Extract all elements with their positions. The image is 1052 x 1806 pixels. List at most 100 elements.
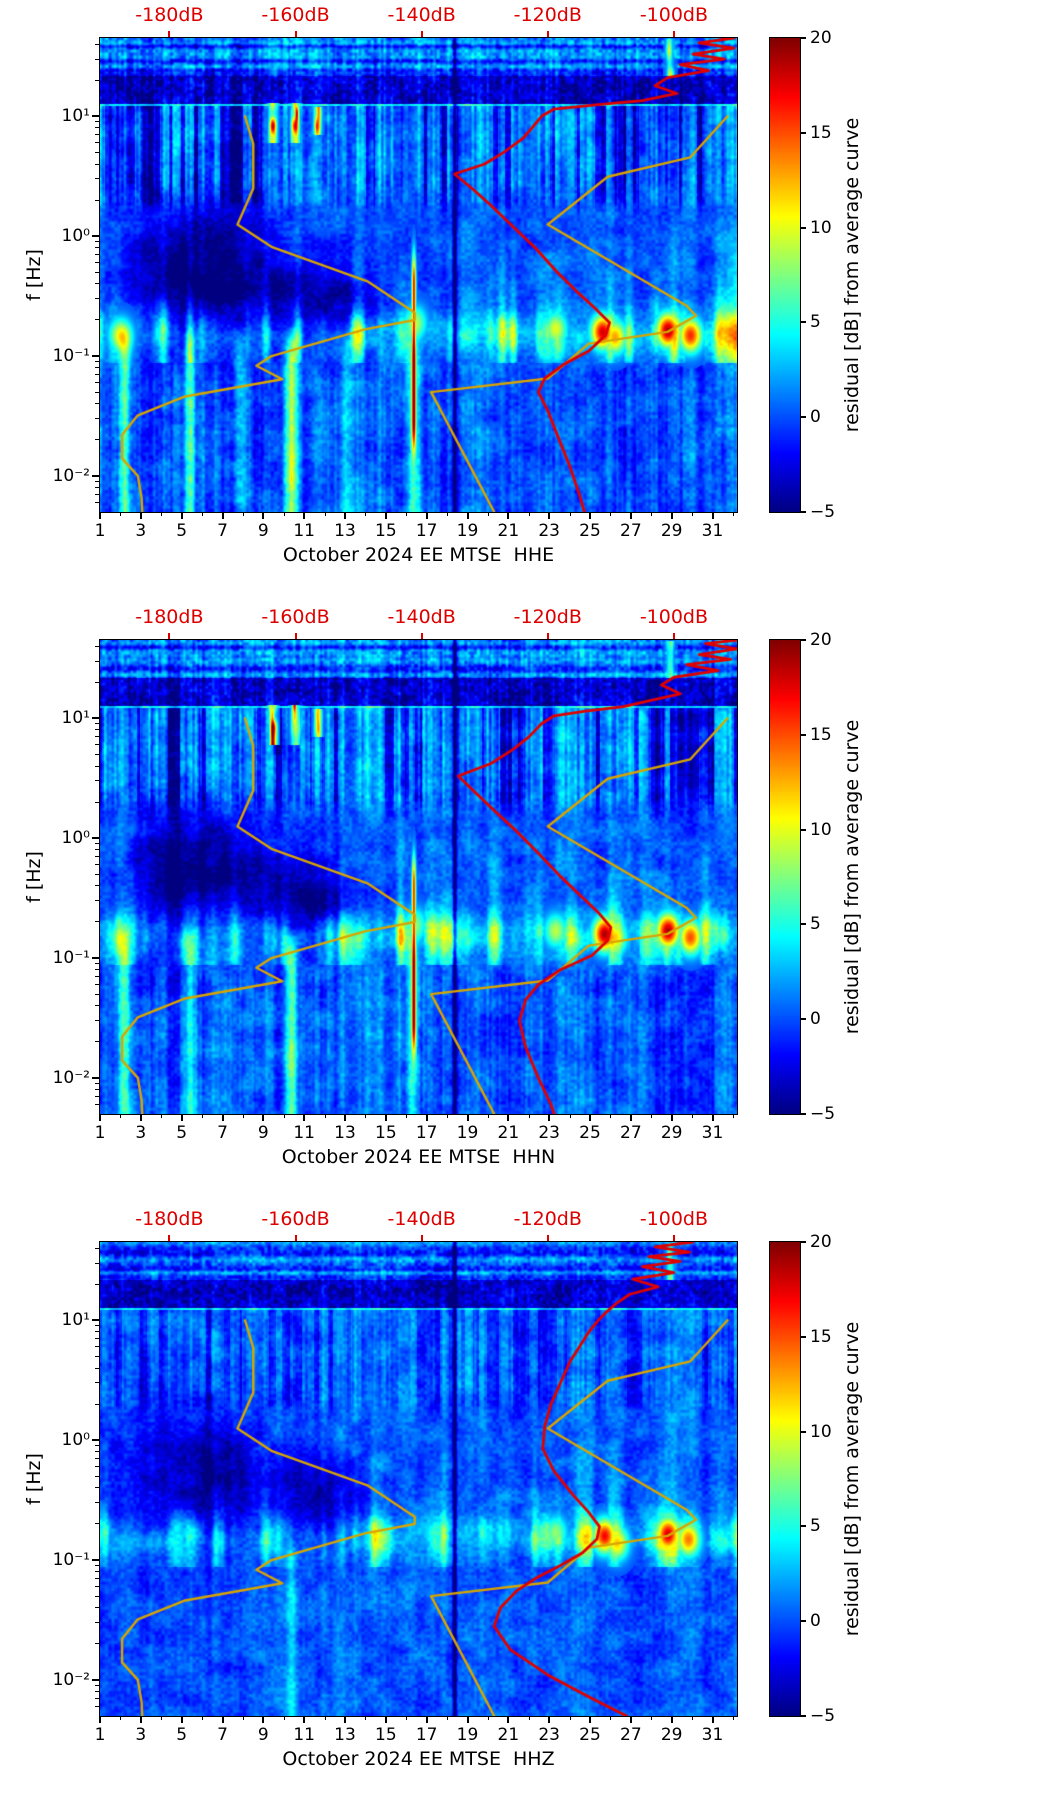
x-tick-label: 23: [538, 1725, 560, 1745]
y-minor-tick: [95, 1089, 99, 1091]
y-minor-tick: [95, 681, 99, 683]
y-minor-tick: [95, 151, 99, 153]
y-minor-tick: [95, 1104, 99, 1105]
x-minor-tick: [406, 1716, 408, 1720]
y-minor-tick: [95, 849, 99, 851]
x-minor-tick: [569, 512, 571, 516]
x-tick-label: 15: [375, 521, 397, 541]
x-minor-tick: [365, 512, 367, 516]
x-tick-label: 19: [456, 1123, 479, 1143]
y-major-tick: [92, 957, 99, 960]
x-minor-tick: [324, 512, 326, 516]
top-axis-db-label: -100dB: [639, 1208, 709, 1230]
x-major-tick: [711, 1114, 714, 1121]
y-minor-tick: [95, 319, 99, 321]
y-minor-tick: [95, 1346, 99, 1348]
colorbar-tick-label: 10: [810, 1421, 832, 1442]
x-minor-tick: [610, 1716, 612, 1720]
y-tick-label: 10¹: [61, 708, 90, 729]
x-minor-tick: [487, 512, 489, 516]
x-major-tick: [548, 512, 551, 519]
x-minor-tick: [732, 1114, 734, 1118]
y-minor-tick: [95, 178, 99, 180]
y-minor-tick: [95, 254, 99, 256]
y-minor-tick: [95, 801, 99, 803]
plot-frame: [99, 37, 738, 513]
y-minor-tick: [95, 1403, 99, 1405]
x-major-tick: [139, 512, 142, 519]
y-minor-tick: [95, 283, 99, 285]
colorbar-tick-label: 0: [810, 407, 821, 428]
colorbar-tick: [800, 1113, 806, 1115]
x-minor-tick: [324, 1716, 326, 1720]
x-tick-label: 9: [257, 1123, 269, 1143]
y-minor-tick: [95, 984, 99, 986]
x-major-tick: [262, 1114, 265, 1121]
y-minor-tick: [95, 1338, 99, 1340]
y-minor-tick: [95, 963, 99, 965]
y-minor-tick: [95, 439, 99, 441]
top-axis-db-label: -140dB: [387, 1208, 456, 1230]
top-axis-tick: [546, 633, 549, 639]
x-major-tick: [262, 1716, 265, 1723]
x-minor-tick: [692, 512, 694, 516]
plot-frame: [99, 639, 738, 1115]
y-minor-tick: [95, 199, 99, 201]
x-minor-tick: [487, 1114, 489, 1118]
x-tick-label: 3: [135, 521, 147, 541]
x-tick-label: 31: [701, 1725, 724, 1745]
x-minor-tick: [283, 1716, 285, 1720]
y-axis-label: f [Hz]: [23, 249, 45, 301]
y-minor-tick: [95, 262, 99, 264]
x-minor-tick: [651, 512, 653, 516]
x-minor-tick: [610, 1114, 612, 1118]
y-minor-tick: [95, 1595, 99, 1597]
y-minor-tick: [95, 873, 99, 875]
x-major-tick: [180, 1716, 183, 1723]
y-axis-label: f [Hz]: [23, 1453, 45, 1505]
colorbar-tick: [800, 511, 806, 513]
x-axis-label: October 2024 EE MTSE HHE: [282, 544, 555, 566]
x-tick-label: 17: [415, 1123, 438, 1143]
top-axis-db-label: -120dB: [513, 606, 582, 628]
top-axis-db-label: -180dB: [135, 4, 204, 26]
x-tick-label: 15: [375, 1123, 397, 1143]
top-axis-tick: [420, 31, 423, 37]
top-axis-db-label: -160dB: [261, 1208, 330, 1230]
spectrogram-canvas: [100, 1242, 737, 1716]
top-axis-tick: [168, 1235, 171, 1241]
x-minor-tick: [692, 1114, 694, 1118]
y-minor-tick: [95, 163, 99, 165]
colorbar-tick-label: 0: [810, 1611, 821, 1632]
x-minor-tick: [528, 1716, 530, 1720]
x-axis-label: October 2024 EE MTSE HHZ: [282, 1748, 555, 1770]
x-tick-label: 21: [497, 1123, 520, 1143]
y-minor-tick: [95, 1502, 99, 1504]
y-tick-label: 10⁻¹: [52, 948, 90, 969]
x-tick-label: 7: [217, 1123, 228, 1143]
x-major-tick: [384, 1114, 387, 1121]
x-minor-tick: [732, 1716, 734, 1720]
y-minor-tick: [95, 1355, 99, 1357]
x-tick-label: 17: [415, 521, 438, 541]
x-major-tick: [344, 1716, 346, 1723]
y-minor-tick: [95, 1622, 99, 1624]
y-minor-tick: [95, 1466, 99, 1468]
top-axis-tick: [420, 633, 423, 639]
plot-frame: [99, 1241, 738, 1717]
y-tick-label: 10⁻²: [52, 1067, 90, 1088]
x-minor-tick: [528, 512, 530, 516]
y-minor-tick: [95, 79, 99, 81]
y-minor-tick: [95, 885, 99, 887]
colorbar-tick-label: 20: [810, 28, 832, 48]
x-major-tick: [629, 1114, 632, 1121]
y-minor-tick: [95, 1487, 99, 1489]
y-minor-tick: [95, 403, 99, 405]
top-axis-tick: [294, 1235, 297, 1241]
top-axis-tick: [546, 1235, 549, 1241]
colorbar-tick: [800, 131, 806, 134]
y-minor-tick: [95, 1684, 99, 1686]
x-major-tick: [99, 512, 101, 519]
spectrogram-panel-hhe: f [Hz] residual [dB] from average curve …: [0, 0, 1052, 602]
x-major-tick: [425, 1114, 428, 1121]
